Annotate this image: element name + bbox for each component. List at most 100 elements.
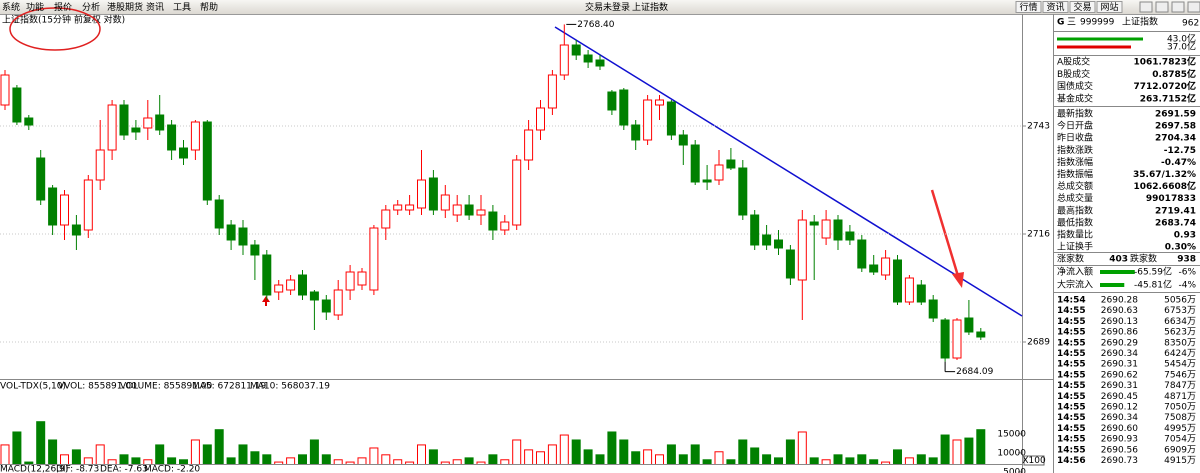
volume-bar bbox=[774, 457, 783, 464]
row-label: 最新指数 bbox=[1057, 108, 1093, 120]
candle-body bbox=[785, 249, 795, 279]
btn-2[interactable]: 交易 bbox=[1073, 1, 1091, 13]
volume-bar bbox=[440, 461, 450, 464]
candle-body bbox=[726, 159, 736, 169]
row-value: 7712.0720亿 bbox=[1133, 80, 1196, 92]
row-label: 今日开盘 bbox=[1057, 120, 1093, 132]
volume-header: MA5: 672811.19 bbox=[192, 382, 266, 392]
btn-window[interactable] bbox=[1139, 1, 1153, 13]
menu-item[interactable]: 功能 bbox=[26, 1, 44, 13]
btn-frame[interactable] bbox=[1015, 1, 1042, 13]
candle-body bbox=[738, 167, 748, 216]
volume-bar bbox=[940, 434, 950, 464]
volume-bar bbox=[524, 449, 534, 464]
menu-item[interactable]: 分析 bbox=[82, 1, 100, 13]
candle-body bbox=[821, 219, 831, 239]
btn-frame[interactable] bbox=[1042, 1, 1069, 13]
menu-item[interactable]: 港股期货 bbox=[107, 1, 143, 13]
tick-time: 14:54 bbox=[1057, 296, 1086, 306]
menu-item[interactable]: 报价 bbox=[54, 1, 72, 13]
volume-bar bbox=[536, 451, 545, 464]
volume-bar bbox=[809, 457, 819, 464]
candle-body bbox=[274, 284, 284, 293]
tick-time: 14:55 bbox=[1057, 338, 1086, 348]
row-value: 0.93 bbox=[1174, 231, 1196, 241]
row-label: 指数量比 bbox=[1057, 229, 1093, 241]
flow-label: 净流入额 bbox=[1057, 266, 1093, 278]
candle-body bbox=[702, 179, 712, 183]
tick-volume: 5454万 bbox=[1164, 360, 1196, 370]
volume-bar bbox=[143, 459, 153, 464]
volume-bar bbox=[738, 439, 748, 464]
tick-price: 2690.31 bbox=[1101, 381, 1138, 391]
tick-time: 14:55 bbox=[1057, 413, 1086, 423]
btn-frame[interactable] bbox=[1069, 1, 1096, 13]
row-label: 最低指数 bbox=[1057, 216, 1093, 228]
btn-3[interactable]: 网站 bbox=[1100, 1, 1118, 13]
volume-bar bbox=[476, 461, 486, 464]
btn-window[interactable] bbox=[1187, 1, 1200, 13]
volume-bar bbox=[762, 454, 772, 464]
volume-bar bbox=[904, 457, 914, 464]
volume-bar bbox=[655, 454, 664, 464]
candle-body bbox=[750, 214, 760, 246]
volume-bar bbox=[512, 439, 522, 464]
candle-body bbox=[643, 99, 653, 141]
row-label: B股成交 bbox=[1057, 68, 1090, 80]
candle-body bbox=[488, 211, 498, 231]
menu-item[interactable]: 工具 bbox=[173, 2, 191, 13]
row-label: 基金成交 bbox=[1057, 92, 1093, 104]
candle-body bbox=[36, 157, 46, 201]
candle-body bbox=[298, 274, 307, 296]
menu-item[interactable]: 资讯 bbox=[146, 2, 164, 13]
volume-bar bbox=[726, 459, 736, 464]
candle-body bbox=[893, 259, 902, 303]
btn-frame[interactable] bbox=[1096, 1, 1123, 13]
candle-body bbox=[536, 107, 545, 131]
volume-header: VOLUME: 855891.00 bbox=[120, 382, 213, 392]
row-value: 2691.59 bbox=[1155, 110, 1196, 120]
btn-window[interactable] bbox=[1155, 1, 1169, 13]
pointer-arrow-head bbox=[952, 272, 964, 288]
candle-body bbox=[547, 74, 557, 109]
candle-body bbox=[690, 144, 700, 183]
btn-1[interactable]: 资讯 bbox=[1046, 2, 1064, 13]
volume-bar bbox=[333, 459, 343, 464]
tick-price: 2690.45 bbox=[1101, 392, 1138, 402]
candle-body bbox=[24, 117, 34, 126]
volume-bar bbox=[821, 459, 831, 464]
menu-item[interactable]: 帮助 bbox=[200, 1, 218, 13]
menu-icon: 三 bbox=[1067, 18, 1076, 28]
btn-window[interactable] bbox=[1171, 1, 1185, 13]
volume-bar bbox=[952, 439, 962, 464]
candle-body bbox=[83, 179, 93, 231]
tick-time: 14:55 bbox=[1057, 445, 1086, 455]
row-label: 最高指数 bbox=[1057, 204, 1093, 216]
macd-panel bbox=[0, 465, 1022, 473]
candle-body bbox=[405, 204, 415, 211]
volume-bar bbox=[452, 459, 462, 464]
candle-body bbox=[381, 209, 391, 229]
macd-header: DEA: -7.63 bbox=[100, 465, 148, 473]
row-label: 指数涨幅 bbox=[1057, 156, 1093, 168]
candle-body bbox=[71, 224, 81, 236]
volume-bar bbox=[976, 429, 986, 464]
tick-volume: 8350万 bbox=[1164, 338, 1196, 348]
flag: G bbox=[1057, 18, 1064, 28]
tick-price: 2690.31 bbox=[1101, 360, 1138, 370]
btn-0[interactable]: 行情 bbox=[1019, 1, 1037, 13]
tick-price: 2690.62 bbox=[1101, 370, 1138, 380]
volume-header: MA10: 568037.19 bbox=[250, 382, 330, 392]
row-value: 1061.7823亿 bbox=[1133, 56, 1196, 68]
volume-bar bbox=[583, 449, 593, 464]
candle-body bbox=[440, 194, 450, 211]
tick-volume: 7050万 bbox=[1164, 403, 1196, 413]
volume-bar bbox=[607, 431, 617, 464]
row-value: 2719.41 bbox=[1155, 206, 1196, 216]
volume-bar bbox=[571, 439, 581, 464]
menu-item[interactable]: 系统 bbox=[2, 1, 20, 13]
candle-body bbox=[952, 319, 962, 359]
candle-body bbox=[95, 149, 105, 181]
